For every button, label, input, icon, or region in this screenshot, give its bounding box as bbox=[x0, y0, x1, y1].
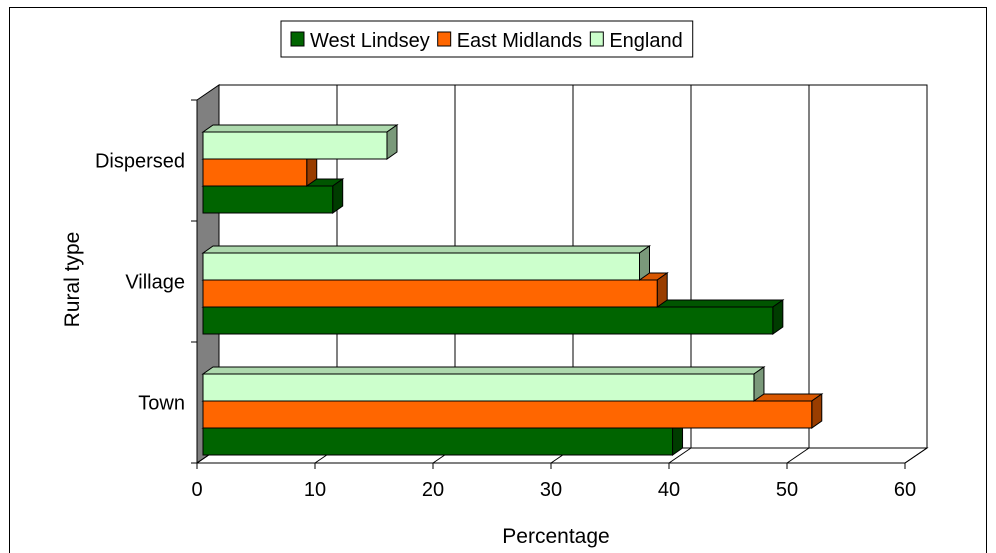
legend-entry: West Lindsey bbox=[310, 30, 430, 52]
legend-swatch bbox=[290, 31, 305, 47]
x-tick-label: 60 bbox=[894, 479, 916, 501]
y-tick-label: Town bbox=[138, 393, 185, 415]
legend-entry: England bbox=[609, 30, 682, 52]
y-tick-label: Dispersed bbox=[95, 151, 185, 173]
legend-swatch bbox=[437, 31, 452, 47]
bar-england-village bbox=[201, 245, 652, 281]
x-axis-title: Percentage bbox=[502, 525, 609, 548]
y-tick-labels: Town Village Dispersed bbox=[95, 151, 185, 415]
bar-england-town bbox=[201, 366, 766, 402]
bars bbox=[201, 124, 824, 456]
legend-box bbox=[280, 20, 694, 58]
x-tick-label: 50 bbox=[776, 479, 798, 501]
x-tick-label: 40 bbox=[658, 479, 680, 501]
axes bbox=[191, 99, 906, 469]
legend: West Lindsey East Midlands England bbox=[280, 20, 694, 58]
legend-entry: East Midlands bbox=[457, 30, 583, 52]
x-tick-label: 30 bbox=[540, 479, 562, 501]
floor-gridline bbox=[668, 447, 692, 464]
x-tick-labels: 0 10 20 30 40 50 60 bbox=[191, 479, 916, 501]
bar-england-dispersed bbox=[201, 124, 399, 160]
x-tick-label: 10 bbox=[304, 479, 326, 501]
floor-gridline bbox=[904, 447, 928, 464]
y-tick-label: Village bbox=[125, 272, 185, 294]
y-axis-title: Rural type bbox=[61, 232, 84, 328]
legend-swatch bbox=[589, 31, 604, 47]
x-tick-label: 0 bbox=[191, 479, 202, 501]
x-tick-label: 20 bbox=[422, 479, 444, 501]
floor-gridline bbox=[786, 447, 810, 464]
